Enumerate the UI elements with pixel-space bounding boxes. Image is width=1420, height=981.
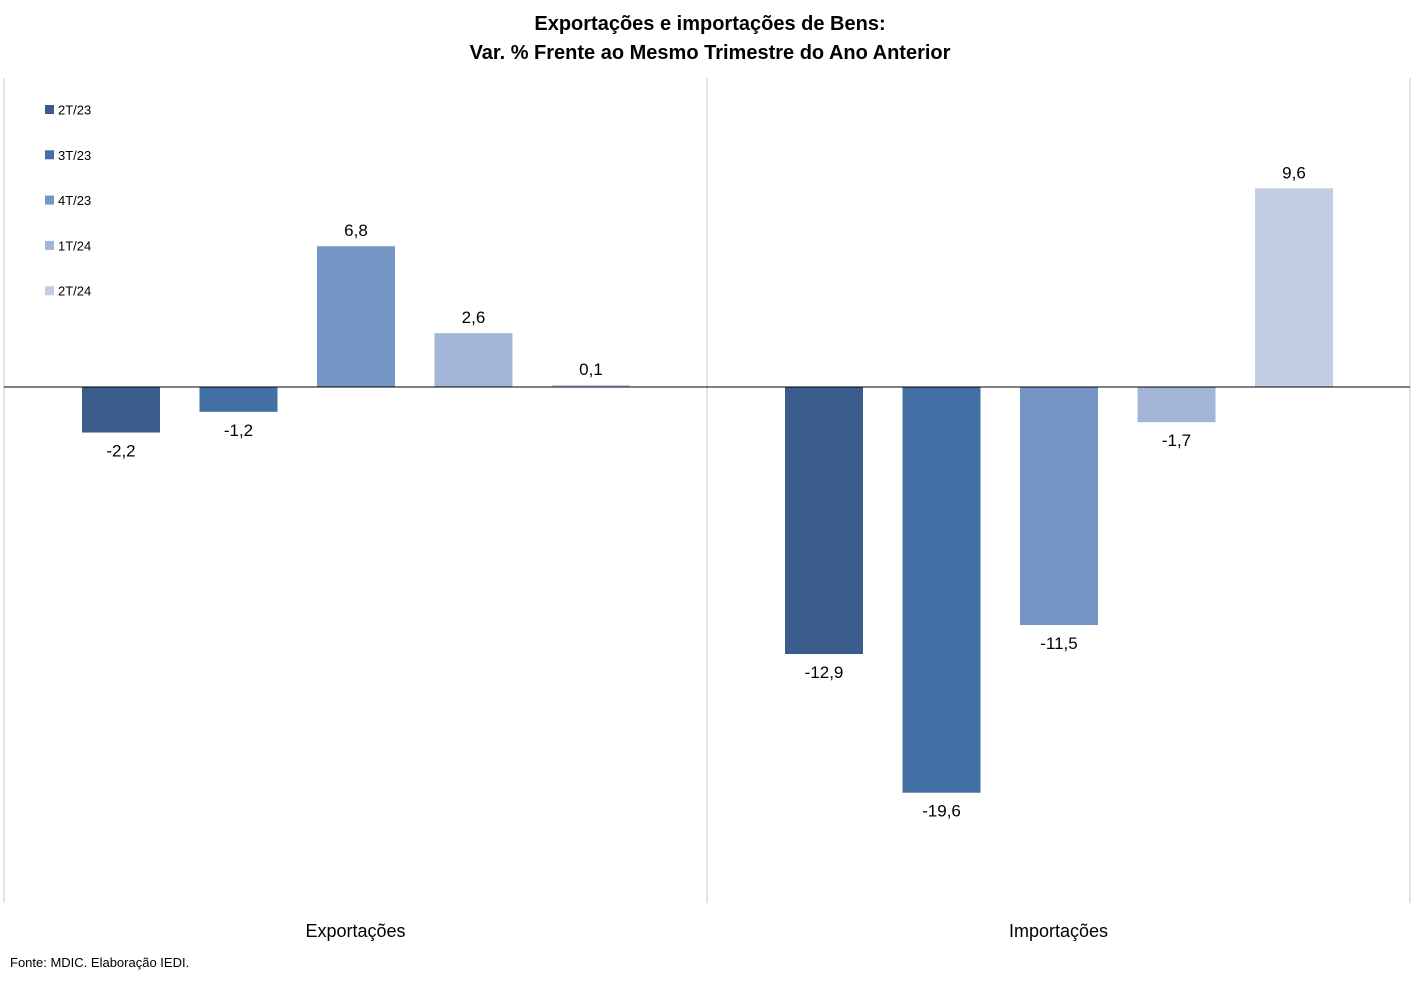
data-label: -1,7	[1162, 431, 1191, 450]
legend-swatch	[45, 240, 54, 250]
legend-label: 3T/23	[58, 148, 91, 163]
legend-swatch	[45, 286, 54, 296]
bar-1T-24-exportacoes	[434, 333, 513, 387]
category-label: Exportações	[305, 921, 405, 941]
data-label: -11,5	[1040, 634, 1078, 653]
bar-2T-23-importacoes	[785, 387, 863, 655]
legend-label: 2T/23	[58, 103, 91, 118]
category-label: Importações	[1009, 921, 1108, 941]
bar-2T-23-exportacoes	[82, 387, 160, 433]
legend-swatch	[45, 105, 54, 114]
bar-3T-23-exportacoes	[199, 387, 278, 412]
chart-title-line1: Exportações e importações de Bens:	[534, 13, 886, 35]
chart-title: Exportações e importações de Bens: Var. …	[0, 10, 1420, 68]
legend-swatch	[45, 195, 54, 205]
legend-label: 4T/23	[58, 193, 91, 208]
legend-label: 1T/24	[58, 238, 91, 253]
legend-swatch	[45, 150, 54, 160]
chart-subtitle: Var. % Frente ao Mesmo Trimestre do Ano …	[469, 42, 951, 64]
bar-3T-23-importacoes	[902, 387, 981, 793]
data-label: -1,2	[224, 421, 253, 440]
data-label: 9,6	[1282, 163, 1306, 182]
source-note: Fonte: MDIC. Elaboração IEDI.	[10, 955, 190, 970]
bar-2T-24-exportacoes	[552, 384, 630, 387]
data-label: 6,8	[344, 221, 368, 240]
bar-4T-23-exportacoes	[317, 246, 395, 387]
data-label: 2,6	[462, 308, 486, 327]
data-label: -2,2	[106, 442, 135, 461]
bar-4T-23-importacoes	[1020, 387, 1098, 626]
data-label: -19,6	[922, 802, 961, 821]
bar-2T-24-importacoes	[1255, 188, 1333, 387]
legend-label: 2T/24	[58, 284, 91, 299]
bar-1T-24-importacoes	[1137, 387, 1216, 423]
data-label: 0,1	[579, 360, 603, 379]
data-label: -12,9	[805, 663, 844, 682]
